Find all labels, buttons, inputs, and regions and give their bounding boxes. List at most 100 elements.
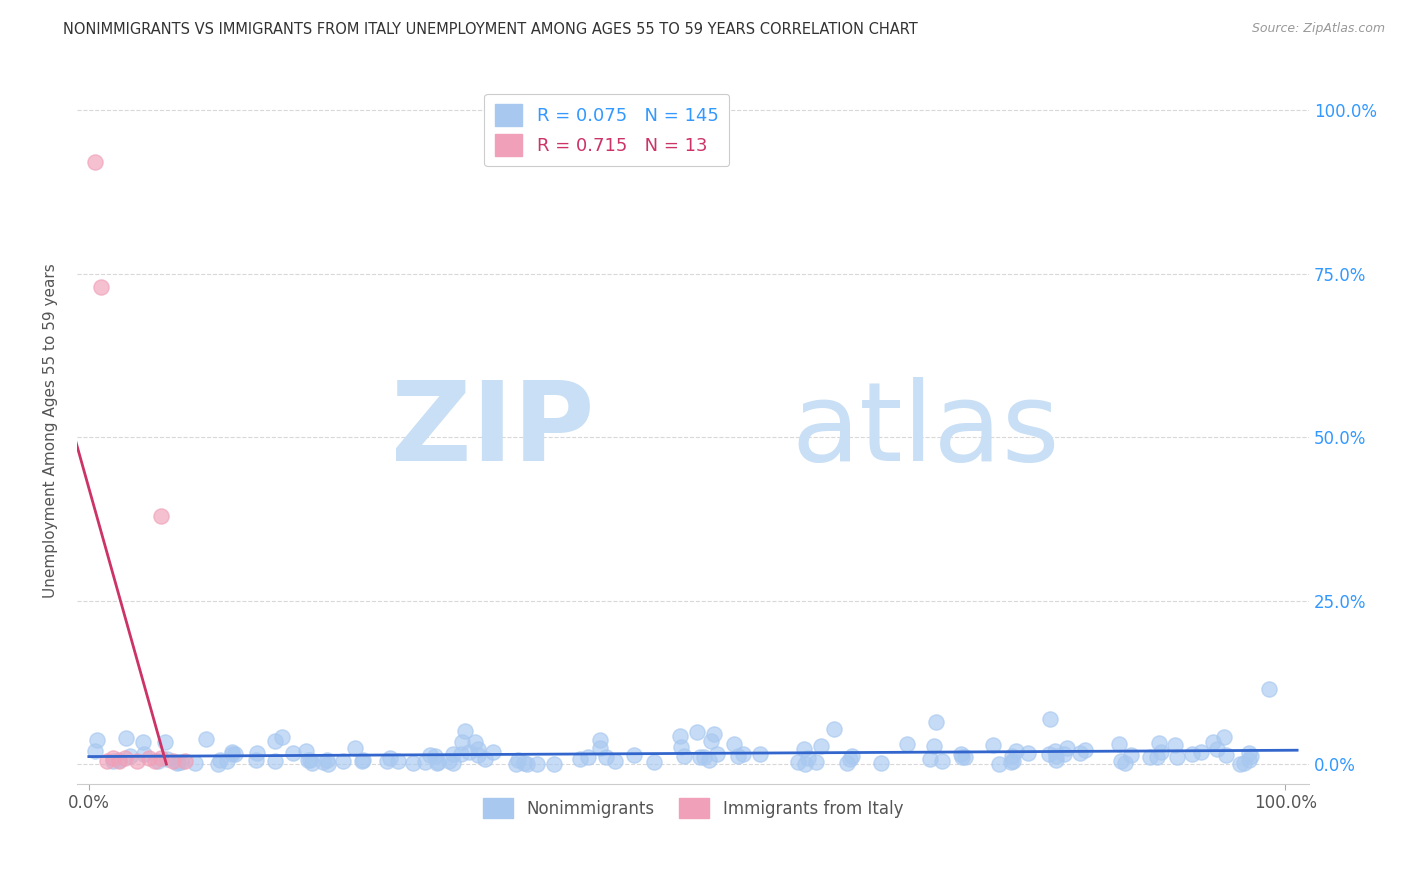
- Point: [315, 753, 337, 767]
- Point: [450, 735, 472, 749]
- Point: [194, 731, 217, 746]
- Point: [464, 735, 486, 749]
- Point: [924, 739, 946, 753]
- Point: [949, 747, 972, 761]
- Point: [727, 749, 749, 764]
- Point: [576, 750, 599, 764]
- Point: [793, 742, 815, 756]
- Point: [589, 740, 612, 755]
- Point: [378, 751, 401, 765]
- Point: [1039, 712, 1062, 726]
- Point: [870, 756, 893, 771]
- Point: [953, 750, 976, 764]
- Point: [1237, 753, 1260, 767]
- Point: [1053, 747, 1076, 761]
- Point: [350, 754, 373, 768]
- Point: [1073, 743, 1095, 757]
- Legend: Nonimmigrants, Immigrants from Italy: Nonimmigrants, Immigrants from Italy: [477, 791, 910, 825]
- Point: [1150, 745, 1173, 759]
- Point: [101, 750, 124, 764]
- Point: [316, 756, 339, 771]
- Point: [264, 754, 287, 768]
- Point: [1213, 730, 1236, 744]
- Point: [108, 753, 131, 767]
- Point: [1258, 681, 1281, 696]
- Point: [343, 741, 366, 756]
- Point: [981, 739, 1004, 753]
- Point: [115, 731, 138, 746]
- Point: [467, 747, 489, 762]
- Text: atlas: atlas: [792, 377, 1060, 484]
- Point: [281, 746, 304, 760]
- Point: [1237, 746, 1260, 760]
- Point: [103, 755, 125, 769]
- Point: [797, 750, 820, 764]
- Point: [426, 756, 449, 771]
- Point: [1001, 755, 1024, 769]
- Point: [114, 750, 136, 764]
- Point: [506, 753, 529, 767]
- Point: [166, 756, 188, 771]
- Point: [221, 747, 243, 761]
- Point: [387, 755, 409, 769]
- Point: [1205, 741, 1227, 756]
- Point: [689, 750, 711, 764]
- Point: [1114, 756, 1136, 770]
- Point: [1069, 747, 1091, 761]
- Point: [1229, 756, 1251, 771]
- Point: [672, 749, 695, 764]
- Point: [246, 746, 269, 760]
- Point: [427, 755, 450, 769]
- Point: [668, 730, 690, 744]
- Point: [1181, 747, 1204, 761]
- Point: [693, 750, 716, 764]
- Point: [839, 751, 862, 765]
- Point: [437, 754, 460, 768]
- Text: Source: ZipAtlas.com: Source: ZipAtlas.com: [1251, 22, 1385, 36]
- Point: [605, 754, 627, 768]
- Point: [107, 754, 129, 768]
- Point: [918, 752, 941, 766]
- Point: [1056, 740, 1078, 755]
- Point: [297, 753, 319, 767]
- Point: [454, 723, 477, 738]
- Point: [183, 756, 205, 771]
- Point: [1189, 746, 1212, 760]
- Point: [1139, 750, 1161, 764]
- Point: [217, 754, 239, 768]
- Text: ZIP: ZIP: [391, 377, 595, 484]
- Point: [209, 753, 232, 767]
- Point: [458, 745, 481, 759]
- Point: [83, 155, 105, 169]
- Point: [419, 748, 441, 763]
- Point: [90, 279, 112, 293]
- Point: [589, 733, 612, 747]
- Point: [1146, 750, 1168, 764]
- Point: [134, 747, 156, 761]
- Point: [643, 755, 665, 769]
- Point: [931, 754, 953, 768]
- Point: [1045, 748, 1067, 763]
- Point: [162, 754, 184, 768]
- Point: [1005, 744, 1028, 758]
- Point: [1163, 739, 1185, 753]
- Point: [125, 754, 148, 768]
- Point: [481, 745, 503, 759]
- Point: [167, 755, 190, 769]
- Point: [1108, 737, 1130, 751]
- Point: [988, 756, 1011, 771]
- Text: NONIMMIGRANTS VS IMMIGRANTS FROM ITALY UNEMPLOYMENT AMONG AGES 55 TO 59 YEARS CO: NONIMMIGRANTS VS IMMIGRANTS FROM ITALY U…: [63, 22, 918, 37]
- Point: [118, 749, 141, 764]
- Point: [513, 756, 536, 771]
- Point: [332, 755, 354, 769]
- Point: [84, 744, 107, 758]
- Point: [841, 748, 863, 763]
- Point: [96, 754, 118, 768]
- Point: [149, 750, 172, 764]
- Point: [804, 756, 827, 770]
- Point: [375, 754, 398, 768]
- Point: [1000, 748, 1022, 763]
- Point: [1166, 749, 1188, 764]
- Point: [173, 754, 195, 768]
- Point: [671, 740, 693, 755]
